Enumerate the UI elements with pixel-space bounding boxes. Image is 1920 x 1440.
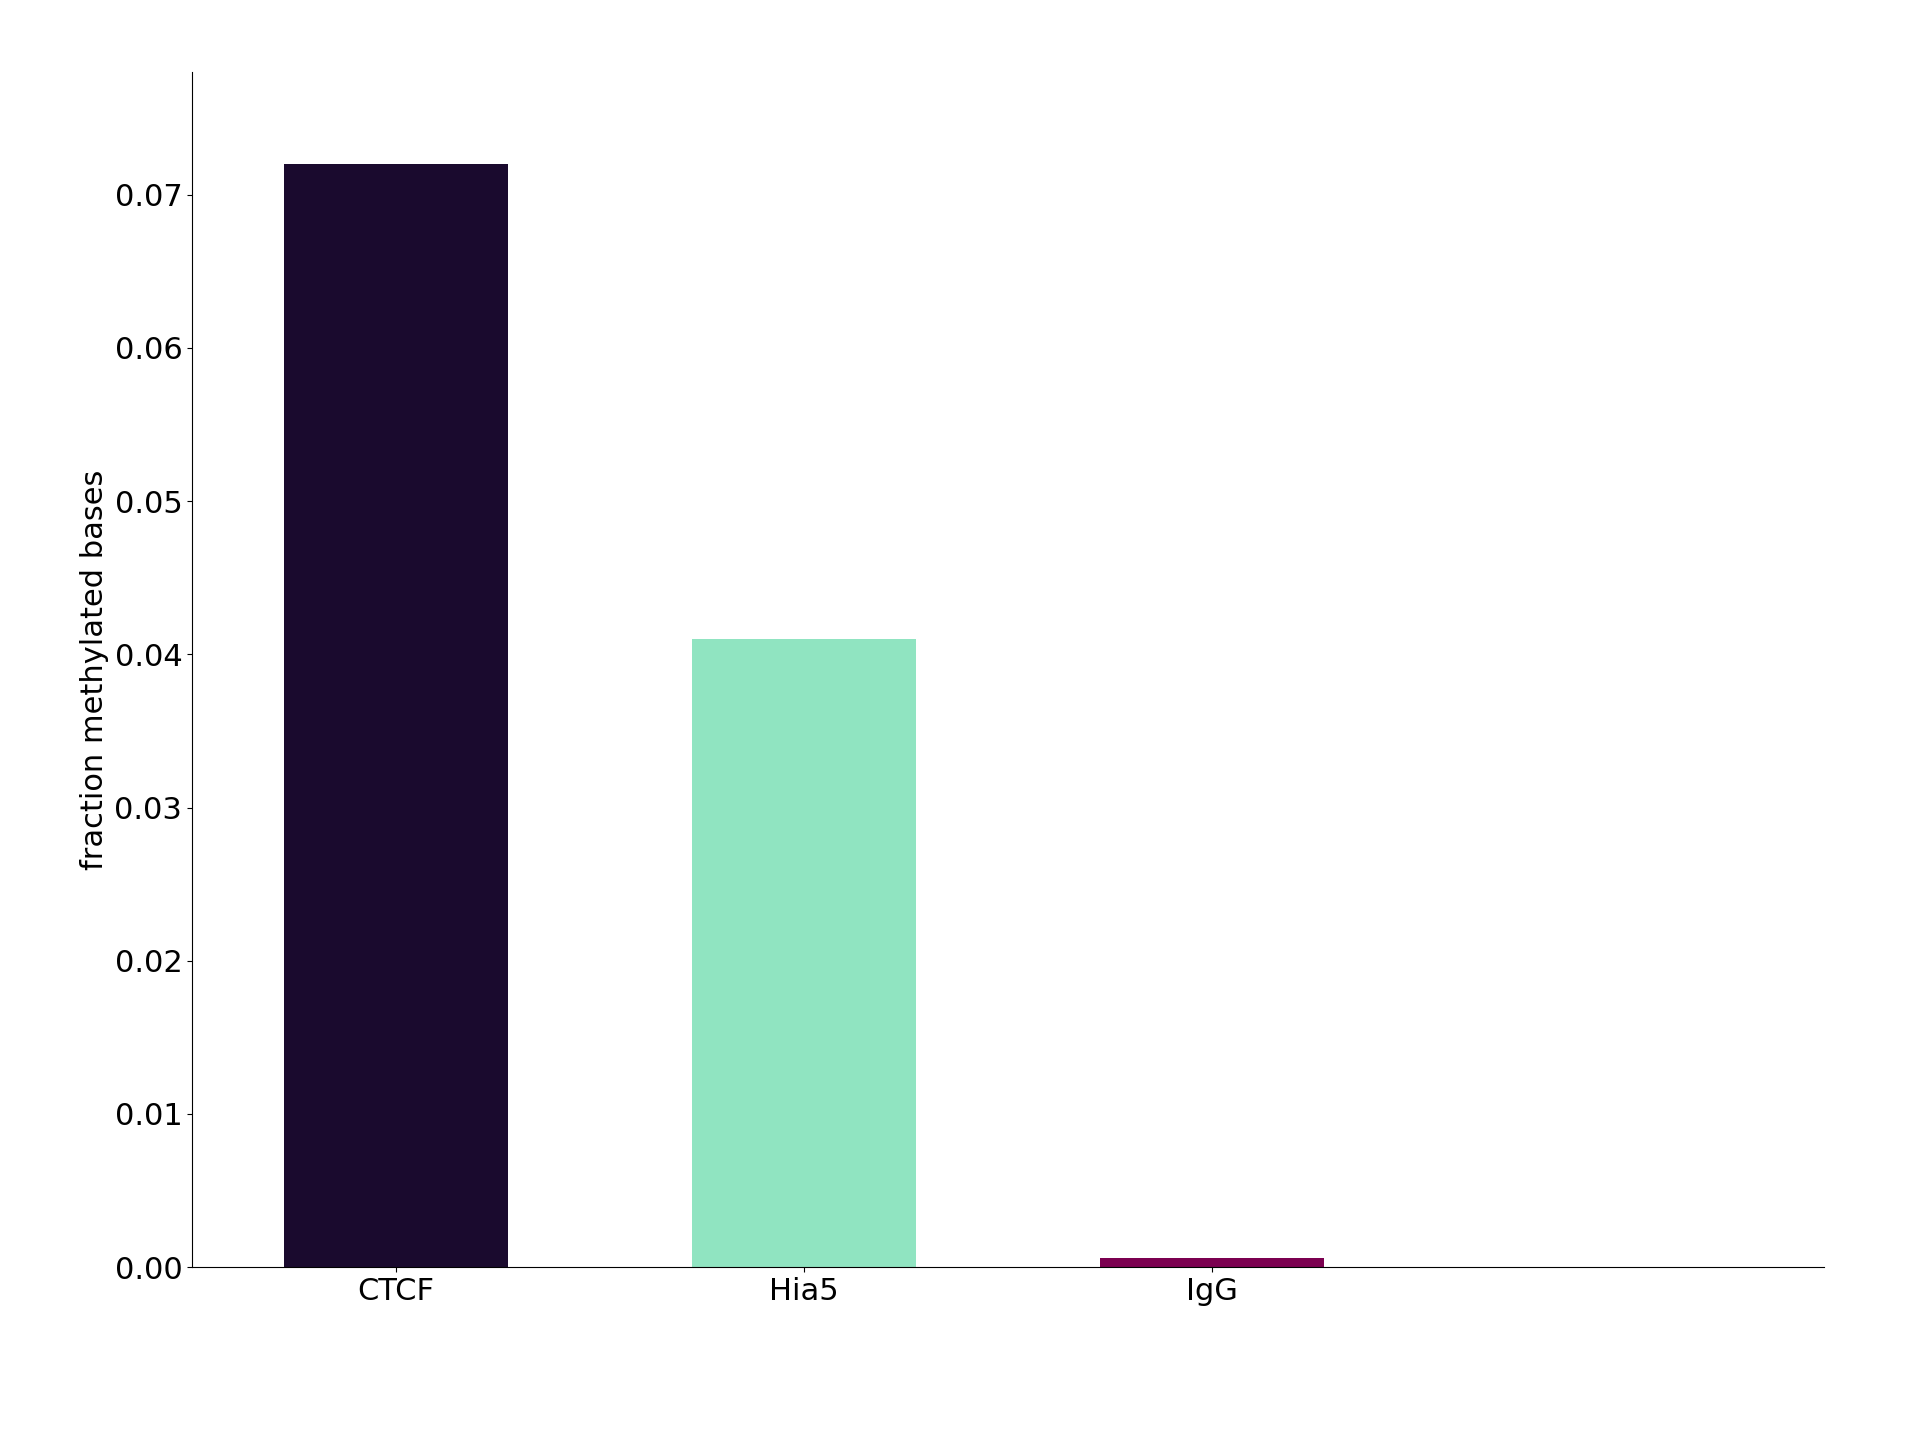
Bar: [284, 164, 509, 1267]
Bar: [691, 639, 916, 1267]
Bar: [1100, 1259, 1325, 1267]
Y-axis label: fraction methylated bases: fraction methylated bases: [81, 469, 109, 870]
